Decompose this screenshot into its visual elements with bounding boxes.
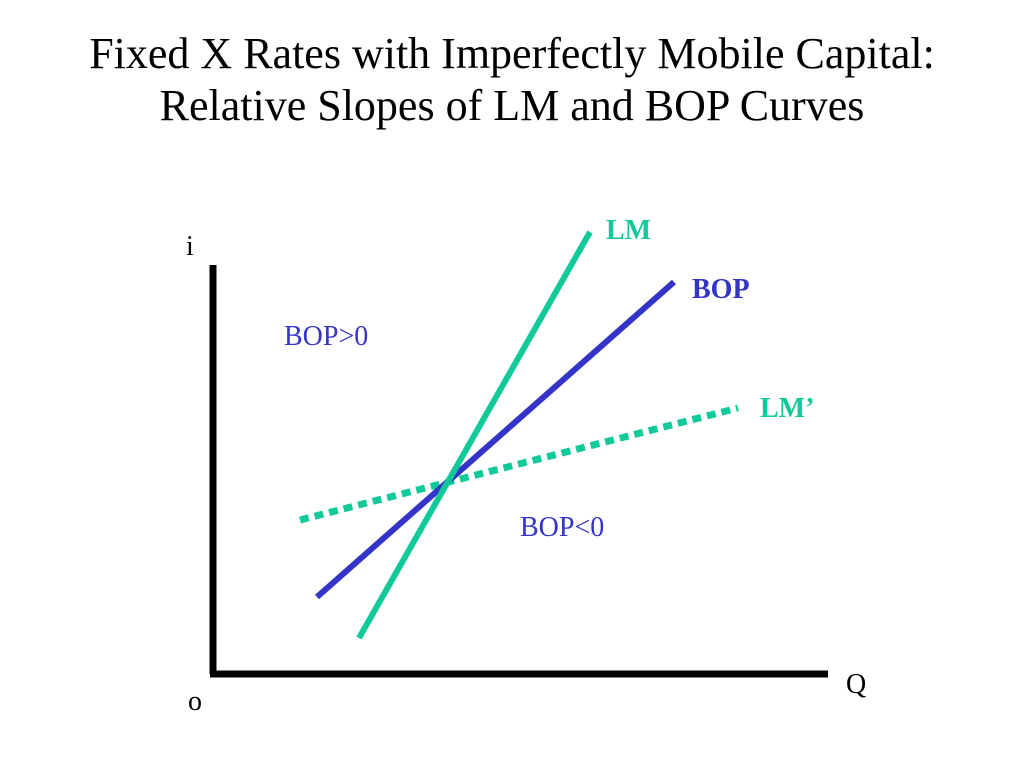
slide-title: Fixed X Rates with Imperfectly Mobile Ca… (0, 28, 1024, 132)
title-line-1: Fixed X Rates with Imperfectly Mobile Ca… (89, 29, 935, 78)
bop-deficit-region-label: BOP<0 (520, 512, 604, 543)
lm-prime-curve (299, 404, 739, 524)
origin-label: o (188, 686, 202, 717)
bop-curve (315, 279, 676, 600)
bop-label: BOP (692, 274, 750, 305)
x-axis-label: Q (846, 669, 866, 700)
title-line-2: Relative Slopes of LM and BOP Curves (159, 81, 865, 130)
lm-curve (356, 230, 593, 640)
bop-surplus-region-label: BOP>0 (284, 321, 368, 352)
lm-prime-label: LM’ (760, 393, 814, 424)
y-axis-label: i (186, 231, 194, 262)
lm-label: LM (606, 215, 651, 246)
